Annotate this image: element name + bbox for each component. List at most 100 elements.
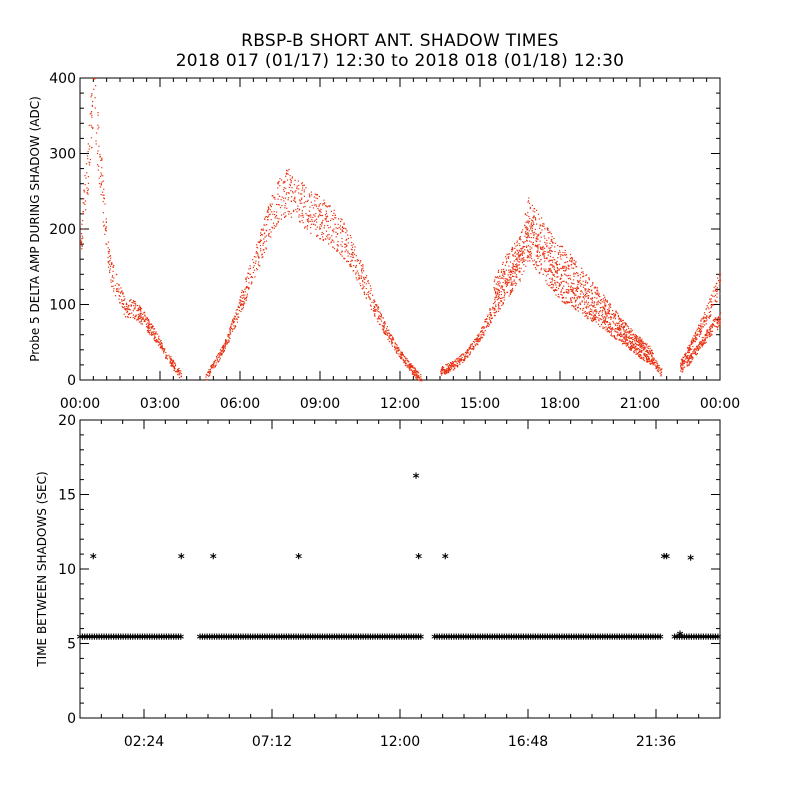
data-point <box>397 348 399 350</box>
data-point <box>150 323 152 325</box>
data-point <box>230 325 232 327</box>
data-point <box>148 324 151 326</box>
data-point <box>593 302 595 304</box>
baseline-point: * <box>518 633 525 648</box>
data-point <box>492 306 494 309</box>
data-point <box>390 333 392 336</box>
data-point <box>237 305 239 307</box>
data-point <box>703 342 705 344</box>
data-point <box>326 235 328 237</box>
data-point <box>657 366 659 369</box>
data-point <box>527 232 529 234</box>
data-point <box>695 347 697 349</box>
x-tick-label: 12:00 <box>380 396 420 412</box>
baseline-point: * <box>496 633 503 648</box>
data-point <box>369 298 371 300</box>
data-point <box>697 334 699 336</box>
data-point <box>449 362 452 364</box>
data-point <box>591 314 593 316</box>
data-point <box>622 319 624 322</box>
data-point <box>718 318 720 320</box>
data-point <box>619 338 621 340</box>
data-point <box>698 348 700 350</box>
data-point <box>691 348 693 350</box>
data-point <box>357 272 359 274</box>
data-point <box>500 271 503 273</box>
data-point <box>553 268 555 271</box>
data-point <box>619 328 622 330</box>
baseline-point: * <box>369 633 376 648</box>
data-point <box>130 305 132 307</box>
data-point <box>325 212 328 214</box>
data-point <box>89 145 91 147</box>
baseline-point: * <box>144 633 151 648</box>
data-point <box>645 344 647 346</box>
data-point <box>482 326 484 328</box>
data-point <box>548 251 550 253</box>
baseline-point: * <box>360 633 367 648</box>
data-point <box>510 277 512 279</box>
data-point <box>307 220 309 222</box>
baseline-point: * <box>408 633 415 648</box>
data-point <box>582 307 584 309</box>
data-point <box>611 327 613 329</box>
x-tick-label: 00:00 <box>60 396 100 412</box>
data-point <box>266 230 268 232</box>
data-point <box>380 316 382 318</box>
data-point <box>108 249 110 251</box>
data-point <box>103 198 105 200</box>
data-point <box>600 299 602 301</box>
data-point <box>111 285 113 287</box>
data-point <box>582 280 584 282</box>
data-point <box>99 175 102 177</box>
data-point <box>97 112 99 114</box>
data-point <box>339 252 341 254</box>
data-point <box>388 332 391 334</box>
data-point <box>711 334 713 336</box>
data-point <box>321 223 323 225</box>
data-point <box>606 327 608 329</box>
data-point <box>278 218 280 220</box>
data-point <box>172 360 174 362</box>
data-point <box>597 294 599 296</box>
data-point <box>244 297 246 300</box>
data-point <box>626 336 628 338</box>
data-point <box>631 329 633 331</box>
baseline-point: * <box>245 633 252 648</box>
data-point <box>640 354 642 356</box>
data-point <box>477 335 479 338</box>
data-point <box>682 368 684 371</box>
data-point <box>148 326 150 328</box>
data-point <box>157 341 159 343</box>
data-point <box>100 194 102 196</box>
data-point <box>451 365 453 367</box>
data-point <box>567 302 569 304</box>
data-point <box>301 189 303 191</box>
data-point <box>716 287 718 289</box>
data-point <box>630 348 632 350</box>
data-point <box>656 361 658 363</box>
data-point <box>358 277 360 279</box>
data-point <box>94 78 96 80</box>
data-point <box>713 304 715 306</box>
data-point <box>507 256 509 258</box>
data-point <box>585 281 587 283</box>
data-point <box>356 260 358 262</box>
data-point <box>136 319 138 321</box>
baseline-point: * <box>204 633 211 648</box>
data-point <box>534 267 537 269</box>
data-point <box>557 253 560 255</box>
data-point <box>390 334 392 336</box>
data-point <box>627 346 630 348</box>
data-point <box>114 284 116 287</box>
data-point <box>643 346 645 348</box>
data-point <box>162 347 164 350</box>
data-point <box>586 293 588 295</box>
data-point <box>519 280 521 282</box>
data-point <box>706 315 708 317</box>
data-point <box>299 220 301 222</box>
baseline-point: * <box>683 633 690 648</box>
data-point <box>288 168 290 171</box>
data-point <box>418 374 420 377</box>
data-point <box>88 148 90 150</box>
